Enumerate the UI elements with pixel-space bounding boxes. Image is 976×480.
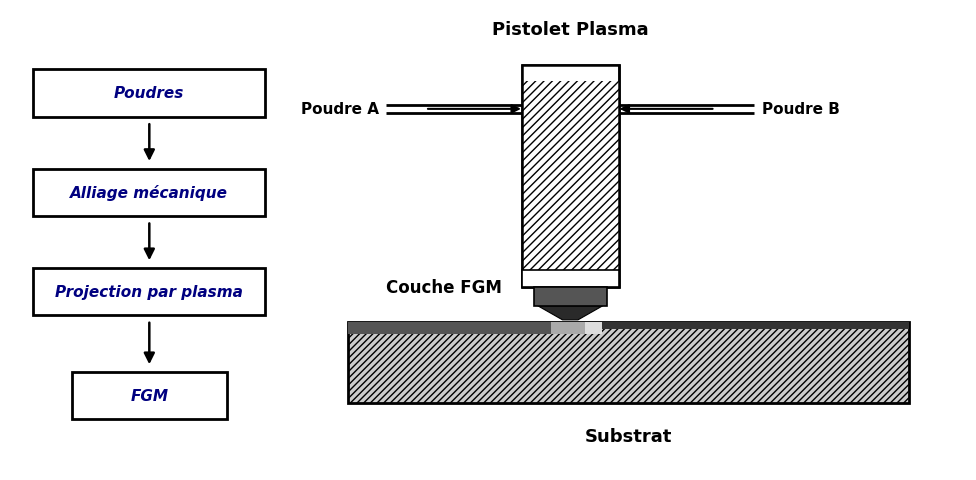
Text: Alliage mécanique: Alliage mécanique — [70, 185, 228, 201]
Bar — [522, 65, 619, 287]
Bar — [33, 268, 265, 315]
Bar — [33, 169, 265, 216]
Bar — [585, 323, 602, 335]
Bar — [523, 65, 618, 82]
Bar — [523, 271, 618, 287]
Bar — [550, 323, 590, 335]
Text: Couche FGM: Couche FGM — [386, 278, 503, 296]
Bar — [72, 372, 226, 419]
Text: Poudres: Poudres — [114, 86, 184, 101]
Text: Projection par plasma: Projection par plasma — [56, 285, 243, 300]
Text: Pistolet Plasma: Pistolet Plasma — [492, 21, 649, 39]
Text: FGM: FGM — [131, 388, 168, 403]
Text: Poudre A: Poudre A — [301, 102, 379, 117]
Bar — [347, 323, 550, 335]
Bar — [534, 287, 606, 306]
Bar — [522, 65, 619, 287]
Text: Poudre B: Poudre B — [762, 102, 839, 117]
Bar — [33, 70, 265, 118]
Text: Substrat: Substrat — [585, 427, 672, 445]
Polygon shape — [538, 306, 603, 320]
Bar — [522, 82, 619, 271]
Bar — [522, 271, 619, 287]
Bar — [347, 323, 909, 403]
Bar — [347, 323, 909, 330]
